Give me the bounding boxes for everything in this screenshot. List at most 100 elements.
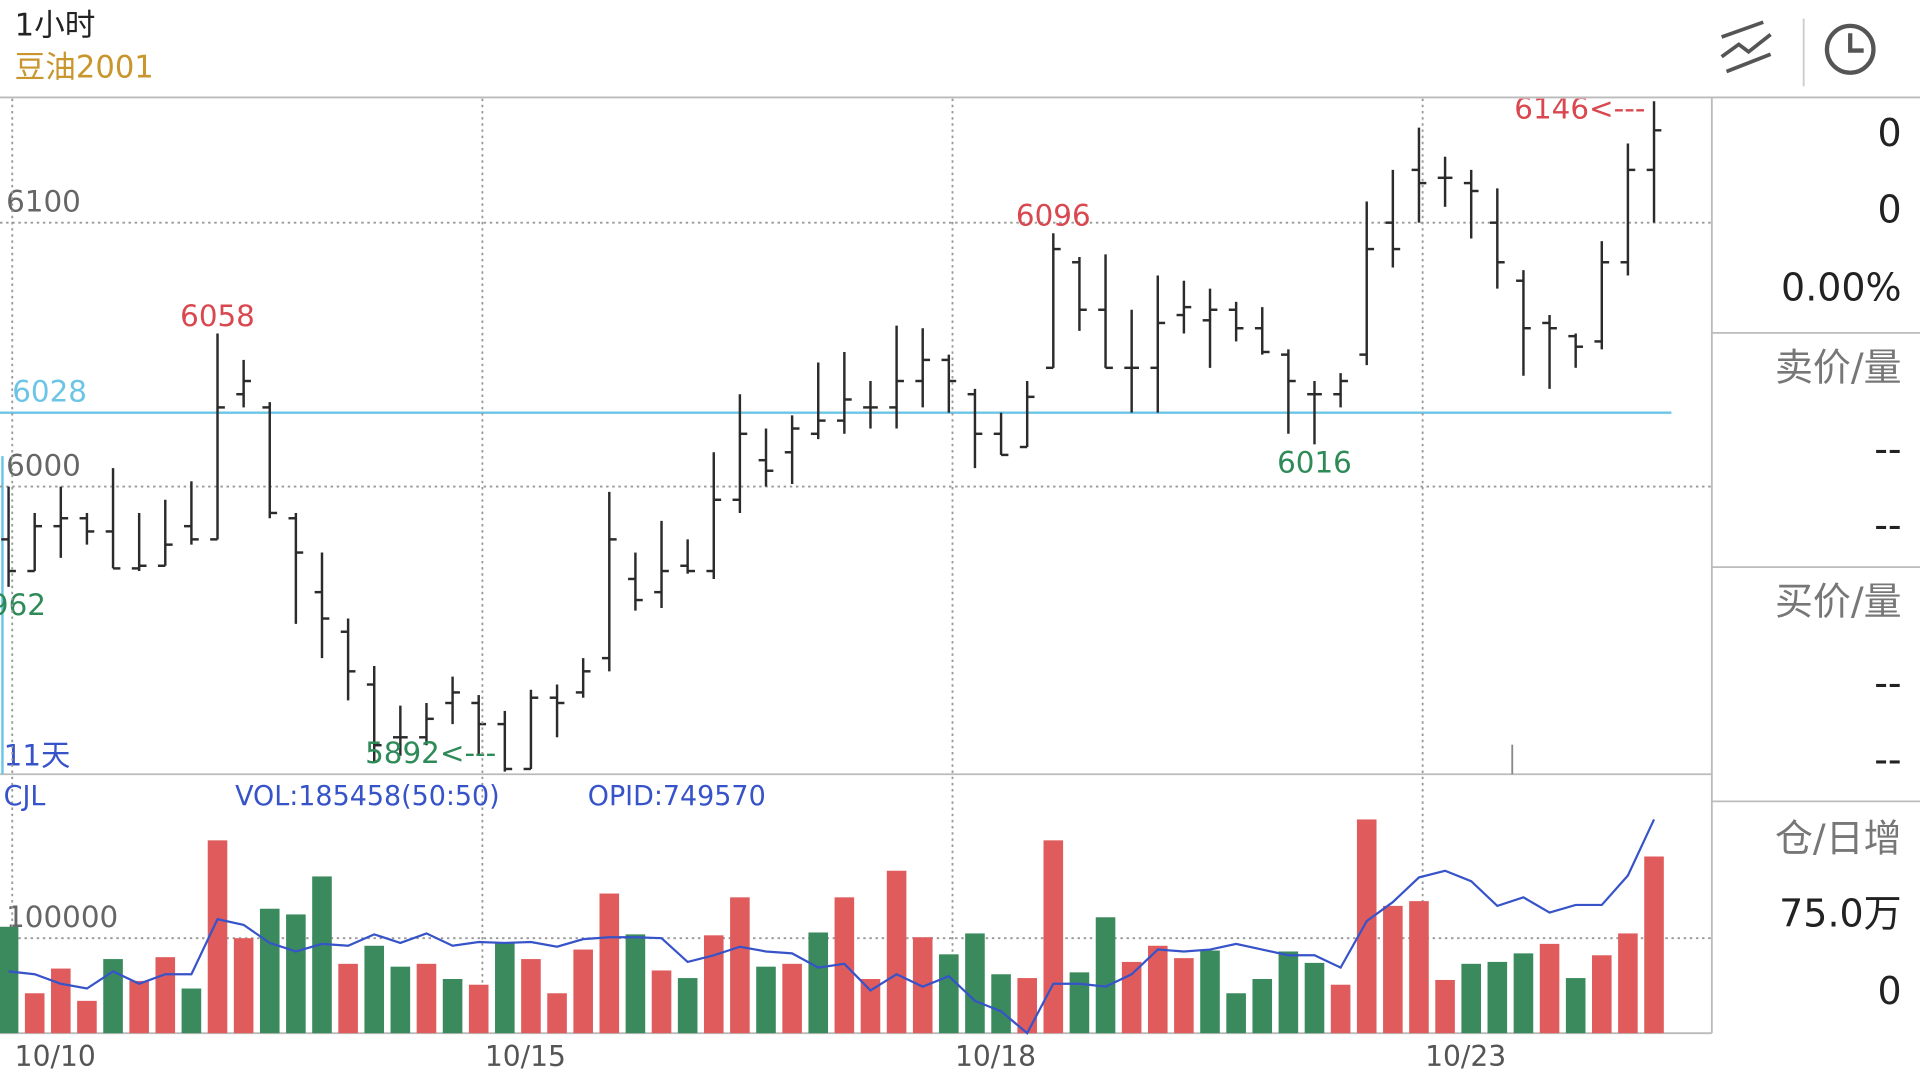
panel-value: --	[1874, 427, 1901, 471]
volume-bar	[1147, 945, 1168, 1034]
volume-bar	[1121, 961, 1142, 1034]
volume-bar	[1252, 979, 1273, 1034]
volume-bar	[233, 938, 254, 1034]
volume-bar	[1383, 905, 1403, 1034]
period-label: 11天	[4, 738, 71, 772]
volume-bar	[207, 840, 228, 1034]
volume-bar	[129, 980, 149, 1034]
volume-bar	[808, 932, 829, 1034]
panel-value: 75.0万	[1779, 891, 1901, 935]
indicator-label: VOL:185458(50:50)	[235, 781, 500, 812]
panel-value: 0	[1877, 969, 1901, 1013]
volume-bar	[286, 914, 306, 1034]
volume-bar	[1644, 856, 1664, 1034]
volume-bar	[1304, 962, 1325, 1034]
y-tick-label: 100000	[6, 900, 118, 934]
volume-bar	[860, 979, 881, 1034]
panel-value: 0	[1877, 187, 1901, 231]
chart-type-icon[interactable]	[1720, 20, 1772, 74]
volume-bar	[1330, 984, 1351, 1034]
x-tick-label: 10/15	[485, 1040, 566, 1073]
volume-bar	[0, 926, 19, 1034]
panel-value: 0	[1877, 111, 1901, 155]
volume-bar	[1461, 963, 1481, 1034]
volume-bar	[1565, 978, 1586, 1034]
panel-value: --	[1874, 661, 1901, 705]
panel-value: 0.00%	[1781, 265, 1902, 309]
volume-bar	[495, 941, 515, 1034]
volume-bar	[51, 968, 71, 1034]
extreme-label: 6096	[1016, 199, 1091, 233]
volume-bar	[1043, 840, 1064, 1034]
indicator-label: CJL	[4, 781, 46, 812]
volume-average-line	[8, 818, 1656, 1035]
volume-bar	[521, 959, 541, 1034]
volume-bar	[1435, 979, 1455, 1034]
extreme-label: 6016	[1277, 446, 1352, 480]
extreme-label: 5962	[0, 588, 46, 622]
volume-bar	[1618, 933, 1638, 1034]
volume-bar	[155, 957, 176, 1034]
extreme-label: 6146<---	[1514, 91, 1645, 125]
volume-bar	[364, 945, 385, 1034]
volume-bar	[939, 954, 959, 1034]
volume-bar	[259, 908, 280, 1034]
volume-bar	[390, 966, 411, 1034]
instrument[interactable]: 豆油2001	[15, 49, 154, 85]
plot: 6000 6100 6028 6058 6096 6146<--- 5962 5892<---…	[0, 91, 1712, 1035]
panel-value: --	[1874, 503, 1901, 547]
x-tick-label: 10/23	[1425, 1040, 1506, 1073]
volume-bar	[1226, 993, 1246, 1034]
panel-header: 卖价/量	[1775, 345, 1902, 389]
x-tick-label: 10/10	[15, 1040, 96, 1073]
volume-bar	[181, 988, 202, 1034]
volume-bar	[782, 963, 802, 1034]
volume-bar	[1200, 950, 1220, 1034]
volume-bar	[912, 937, 933, 1034]
volume-bar	[1069, 972, 1090, 1034]
volume-bar	[338, 963, 358, 1034]
volume-bar	[103, 959, 123, 1034]
volume-bar	[625, 934, 646, 1034]
volume-bar	[1487, 961, 1508, 1034]
volume-bar	[547, 993, 567, 1034]
volume-bar	[991, 974, 1011, 1034]
clock-icon[interactable]	[1824, 23, 1876, 75]
side-panel: 0 0 0.00% 卖价/量 -- -- 买价/量 -- -- 仓/日增 75.0万 0	[1775, 111, 1902, 1013]
extreme-label: 6058	[180, 299, 255, 333]
volume-bar	[651, 970, 672, 1034]
volume-bar	[442, 979, 463, 1034]
volume-bar	[1356, 819, 1377, 1034]
volume-bar	[1591, 955, 1612, 1034]
panel-header: 仓/日增	[1775, 816, 1902, 860]
volume-bar	[677, 978, 698, 1034]
volume-bar	[965, 933, 985, 1034]
volume-bar	[730, 897, 750, 1034]
extreme-label: 5892<---	[365, 736, 496, 770]
volume-bar	[1513, 953, 1534, 1034]
y-tick-label: 6000	[6, 448, 81, 482]
volume-bar	[703, 935, 724, 1034]
y-tick-label: 6100	[6, 184, 81, 218]
volume-bar	[1539, 943, 1560, 1034]
volume-bar	[1095, 917, 1116, 1034]
x-tick-label: 10/18	[955, 1040, 1036, 1073]
volume-bar	[1174, 958, 1194, 1034]
volume-bar	[1278, 951, 1299, 1034]
volume-bar	[1017, 978, 1037, 1034]
volume-bar	[886, 870, 907, 1034]
reference-label: 6028	[12, 374, 87, 408]
volume-bar	[599, 893, 620, 1034]
panel-value: --	[1874, 737, 1901, 781]
volume-bar	[77, 1000, 97, 1034]
panel-header: 买价/量	[1775, 580, 1902, 624]
volume-bar	[1409, 901, 1429, 1034]
volume-bar	[573, 949, 593, 1034]
period[interactable]: 1小时	[15, 8, 96, 44]
volume-bar	[24, 993, 45, 1034]
volume-bar	[416, 963, 437, 1034]
volume-bar	[468, 984, 489, 1034]
volume-bar	[312, 876, 332, 1034]
indicator-label: OPID:749570	[588, 781, 766, 812]
